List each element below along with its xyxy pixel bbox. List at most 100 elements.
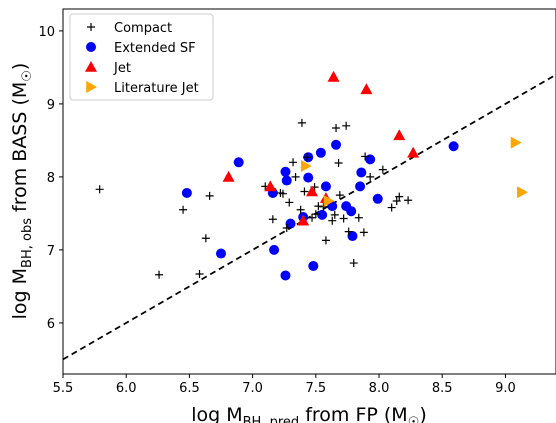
y-tick-label: 9 xyxy=(47,98,55,113)
extended-sf-point xyxy=(356,167,367,178)
y-tick-label: 7 xyxy=(47,244,55,259)
extended-sf-point xyxy=(303,172,314,183)
one-to-one-reference-line xyxy=(63,73,556,361)
compact-point xyxy=(395,192,404,201)
compact-point xyxy=(300,187,309,196)
extended-sf-point xyxy=(331,139,342,150)
legend-marker-jet xyxy=(85,61,97,72)
extended-sf-point xyxy=(346,206,357,217)
data-marks xyxy=(63,70,556,361)
extended-sf-point xyxy=(320,181,331,192)
compact-point xyxy=(335,191,344,200)
extended-sf-point xyxy=(216,248,227,259)
extended-sf-point xyxy=(347,231,358,242)
compact-point xyxy=(366,172,375,181)
legend-box xyxy=(69,13,214,101)
extended-sf-point xyxy=(269,244,280,255)
legend: Compact Extended SF Jet Literature Jet xyxy=(69,13,214,101)
legend-label-extended-sf: Extended SF xyxy=(114,41,196,56)
legend-marker-literature-jet xyxy=(86,81,97,93)
y-tick-label: 10 xyxy=(38,25,55,40)
x-tick-label: 7.0 xyxy=(242,381,263,396)
compact-point xyxy=(392,196,401,205)
compact-point xyxy=(378,165,387,174)
compact-point xyxy=(359,228,368,237)
jet-point xyxy=(297,214,310,226)
compact-point xyxy=(278,189,287,198)
compact-point xyxy=(339,214,348,223)
extended-sf-point xyxy=(372,193,383,204)
jet-point xyxy=(407,146,420,158)
legend-label-literature-jet: Literature Jet xyxy=(114,81,199,96)
compact-point xyxy=(289,158,298,167)
y-axis-label: log MBH, obs from BASS (M☉) xyxy=(9,63,35,320)
compact-point xyxy=(95,185,104,194)
x-tick-label: 6.5 xyxy=(179,381,200,396)
extended-sf-point xyxy=(181,187,192,198)
compact-point xyxy=(291,172,300,181)
compact-point xyxy=(321,236,330,245)
literature-jet-point xyxy=(510,136,522,149)
extended-sf-point xyxy=(315,147,326,158)
compact-point xyxy=(334,159,343,168)
extended-sf-point xyxy=(355,181,366,192)
jet-point xyxy=(360,83,373,95)
compact-point xyxy=(342,121,351,130)
compact-point xyxy=(354,213,363,222)
compact-point xyxy=(201,234,210,243)
x-tick-label: 5.5 xyxy=(53,381,74,396)
literature-jet-point xyxy=(300,159,312,172)
compact-point xyxy=(195,269,204,278)
jet-point xyxy=(222,170,235,182)
legend-marker-compact xyxy=(87,23,95,31)
plot-frame xyxy=(62,8,556,375)
x-tick-label: 9.0 xyxy=(495,381,516,396)
y-tick-label: 6 xyxy=(47,317,55,332)
compact-point xyxy=(268,215,277,224)
compact-point xyxy=(282,224,291,232)
compact-point xyxy=(314,202,323,211)
extended-sf-point xyxy=(233,157,244,168)
extended-sf-point xyxy=(448,141,459,152)
x-tick-label: 6.0 xyxy=(116,381,137,396)
jet-point xyxy=(327,70,340,82)
compact-point xyxy=(302,153,311,162)
y-tick-label: 8 xyxy=(47,171,55,186)
legend-marker-extended-sf xyxy=(86,42,96,52)
legend-entries: Compact Extended SF Jet Literature Jet xyxy=(85,21,199,96)
x-tick-label: 8.0 xyxy=(369,381,390,396)
legend-label-compact: Compact xyxy=(114,21,172,36)
compact-point xyxy=(361,152,370,161)
compact-point xyxy=(344,227,353,236)
compact-point xyxy=(297,118,306,127)
extended-sf-point xyxy=(280,270,291,281)
compact-point xyxy=(319,202,328,211)
compact-point xyxy=(404,196,413,205)
compact-point xyxy=(296,205,305,214)
compact-point xyxy=(155,270,164,279)
compact-point xyxy=(308,213,317,222)
compact-point xyxy=(328,216,337,225)
extended-sf-point xyxy=(280,166,291,177)
jet-point xyxy=(264,180,277,192)
extended-sf-point xyxy=(317,209,328,220)
x-axis-label: log MBH, pred from FP (M☉) xyxy=(191,404,427,423)
x-tick-label: 8.5 xyxy=(432,381,453,396)
axis-ticks: 5.5 6.0 6.5 7.0 7.5 8.0 8.5 9.0 6 7 8 9 10 xyxy=(38,25,515,396)
jet-point xyxy=(393,129,406,141)
compact-point xyxy=(311,210,320,219)
literature-jet-point xyxy=(517,186,528,199)
legend-label-jet: Jet xyxy=(113,61,131,76)
extended-sf-point xyxy=(308,260,319,271)
compact-point xyxy=(330,210,339,219)
literature-jet-point xyxy=(323,194,335,207)
x-tick-label: 7.5 xyxy=(305,381,326,396)
compact-point xyxy=(285,198,294,207)
compact-point xyxy=(332,123,341,132)
compact-point xyxy=(205,191,214,200)
compact-point xyxy=(387,203,396,212)
extended-sf-point xyxy=(285,218,296,229)
extended-sf-point xyxy=(281,175,292,186)
jet-point xyxy=(306,185,319,197)
